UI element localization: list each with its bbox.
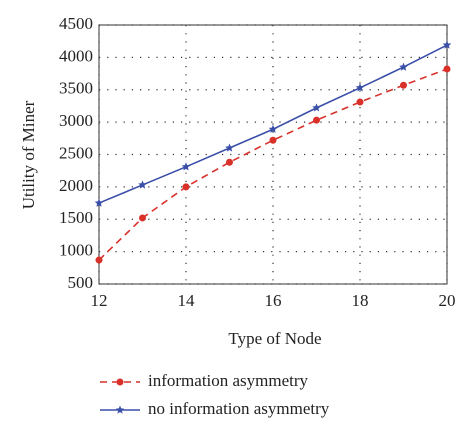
data-point [400, 81, 407, 89]
y-axis-label: Utility of Miner [19, 100, 38, 209]
y-tick-label: 2500 [59, 143, 93, 162]
x-tick-label: 12 [91, 291, 108, 310]
x-tick-label: 14 [178, 291, 196, 310]
data-point [139, 214, 146, 222]
data-point [95, 256, 103, 264]
data-point [182, 183, 190, 191]
data-point [356, 98, 364, 106]
data-point [226, 158, 233, 166]
data-point [225, 143, 234, 152]
y-tick-label: 2000 [59, 176, 93, 195]
data-point [269, 136, 277, 144]
legend-label: no information asymmetry [148, 399, 330, 418]
y-tick-label: 3500 [59, 79, 93, 98]
plot-frame [98, 24, 448, 285]
x-tick-label: 20 [439, 291, 456, 310]
x-axis-label: Type of Node [228, 329, 321, 348]
x-tick-label: 18 [352, 291, 369, 310]
legend-marker [115, 405, 125, 414]
x-tick-label: 16 [265, 291, 282, 310]
y-tick-label: 1000 [59, 241, 93, 260]
data-point [268, 124, 278, 133]
data-point [313, 116, 320, 124]
y-tick-label: 500 [68, 273, 94, 292]
data-point [399, 62, 408, 71]
y-tick-label: 4000 [59, 46, 93, 65]
data-point [312, 103, 321, 112]
data-point [442, 40, 452, 49]
legend-marker [116, 378, 124, 386]
data-point [443, 65, 451, 73]
data-point [94, 198, 104, 207]
data-point [138, 180, 147, 189]
y-tick-label: 4500 [59, 14, 93, 33]
data-point [181, 162, 191, 171]
data-point [355, 83, 365, 92]
series-line [98, 68, 448, 261]
y-tick-label: 3000 [59, 111, 93, 130]
y-tick-label: 1500 [59, 208, 93, 227]
legend-label: information asymmetry [148, 371, 309, 390]
